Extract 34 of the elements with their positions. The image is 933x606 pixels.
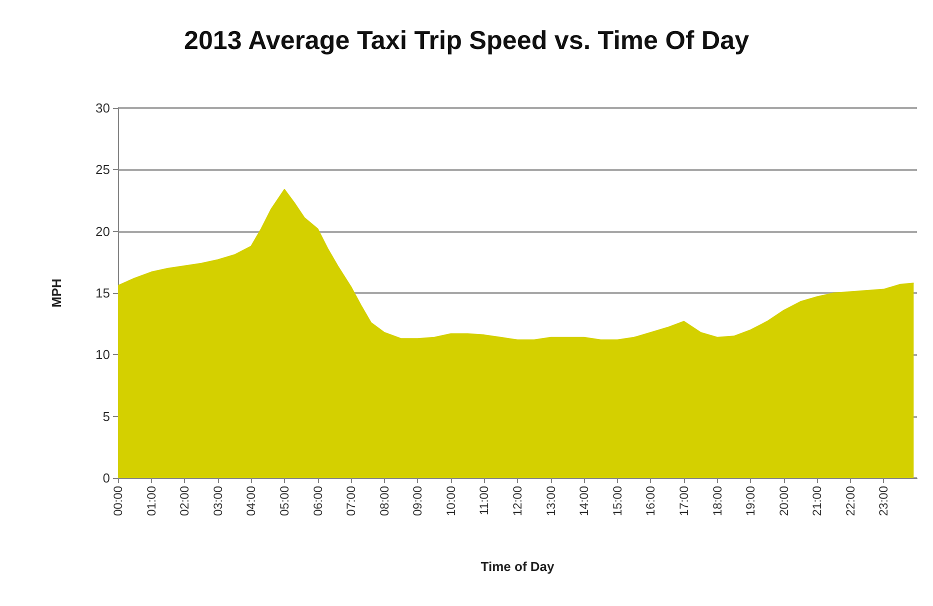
x-tick-label: 03:00 [210, 486, 225, 516]
y-tick-label: 10 [96, 347, 110, 362]
x-axis-title: Time of Day [480, 559, 555, 574]
y-tick-label: 15 [96, 286, 110, 300]
y-tick-label: 30 [96, 100, 110, 116]
x-tick-label: 13:00 [544, 486, 558, 516]
x-tick-label: 01:00 [144, 486, 158, 516]
y-tick-label: 0 [102, 470, 110, 486]
x-tick-label: 05:00 [277, 486, 292, 516]
x-tick-label: 23:00 [876, 486, 891, 516]
x-tick-label: 08:00 [377, 486, 392, 516]
x-tick-label: 20:00 [776, 486, 791, 516]
x-tick-label: 09:00 [410, 486, 425, 516]
x-tick-label: 00:00 [111, 486, 125, 516]
x-tick-label: 17:00 [676, 486, 691, 516]
x-tick-label: 14:00 [577, 486, 592, 516]
x-tick-label: 06:00 [310, 486, 325, 516]
x-tick-label: 19:00 [744, 486, 758, 516]
x-tick-label: 10:00 [444, 486, 458, 516]
x-tick-label: 22:00 [843, 486, 858, 516]
chart-title: 2013 Average Taxi Trip Speed vs. Time Of Day [184, 25, 750, 55]
x-tick-label: 21:00 [810, 486, 824, 516]
y-tick-label: 20 [96, 224, 110, 239]
x-tick-label: 15:00 [610, 486, 624, 516]
x-tick-label: 02:00 [178, 486, 192, 516]
x-tick-label: 18:00 [710, 486, 724, 516]
x-tick-label: 11:00 [477, 486, 492, 516]
x-tick-label: 07:00 [344, 486, 358, 516]
y-tick-label: 5 [102, 408, 110, 424]
y-axis-title: MPH [49, 278, 64, 308]
x-tick-label: 12:00 [510, 486, 524, 516]
x-tick-label: 16:00 [644, 486, 658, 516]
y-tick-label: 25 [96, 162, 110, 178]
x-tick-label: 04:00 [244, 486, 258, 516]
